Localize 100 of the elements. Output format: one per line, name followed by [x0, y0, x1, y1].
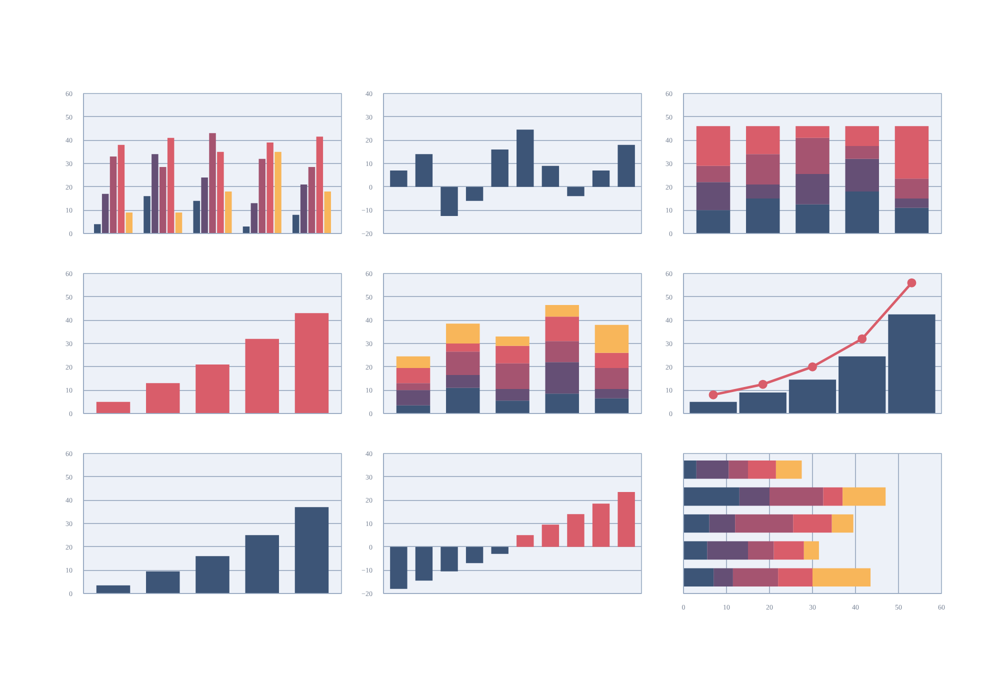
bar	[774, 541, 804, 560]
bar	[788, 380, 836, 414]
bar	[160, 167, 166, 234]
bar	[707, 541, 748, 560]
bar	[796, 174, 830, 204]
bar	[118, 144, 125, 234]
bar	[684, 514, 710, 533]
bar	[496, 346, 530, 364]
bar	[300, 184, 308, 234]
bar	[196, 364, 230, 414]
bar	[545, 394, 579, 414]
bar	[152, 154, 158, 234]
bar	[491, 546, 508, 554]
bar	[446, 324, 480, 344]
bar	[684, 460, 696, 479]
bar	[446, 388, 480, 414]
point	[708, 390, 718, 400]
bar	[709, 514, 736, 533]
point	[858, 334, 867, 344]
bar	[446, 352, 480, 375]
bar	[804, 541, 819, 560]
bar	[308, 167, 316, 234]
bar	[96, 585, 130, 594]
bar	[516, 535, 534, 547]
bar	[567, 186, 584, 196]
bar	[396, 390, 430, 406]
bar	[250, 203, 258, 234]
bar	[496, 400, 530, 414]
bar	[594, 324, 629, 353]
point	[808, 362, 817, 372]
bar	[110, 156, 117, 234]
bar	[748, 460, 776, 479]
bar	[812, 568, 871, 586]
bar	[735, 514, 794, 533]
bar	[440, 186, 458, 216]
bar	[415, 154, 433, 187]
bar	[746, 154, 780, 184]
point	[907, 278, 916, 288]
bar	[496, 336, 530, 346]
bar	[696, 166, 730, 182]
bar	[832, 514, 854, 533]
bar	[390, 546, 408, 589]
bar	[316, 136, 324, 234]
bar	[466, 546, 484, 564]
bar	[146, 383, 180, 414]
bar	[894, 198, 929, 208]
bar	[245, 338, 279, 414]
bar	[545, 305, 579, 317]
bar	[390, 170, 408, 187]
bar	[894, 208, 929, 234]
bar	[96, 402, 130, 414]
bar	[746, 198, 780, 234]
bar	[396, 368, 430, 384]
bar	[823, 487, 843, 506]
bar	[396, 405, 430, 414]
bar	[796, 126, 830, 138]
bar	[845, 158, 879, 192]
bar	[440, 546, 458, 572]
bar	[545, 362, 579, 394]
bar	[684, 541, 708, 560]
bar	[446, 344, 480, 352]
bar	[196, 556, 230, 594]
bar	[739, 487, 770, 506]
bar	[209, 133, 216, 234]
bar	[748, 541, 774, 560]
bar	[845, 126, 879, 146]
bar	[545, 341, 579, 362]
bar	[684, 568, 714, 586]
point	[758, 380, 768, 389]
bar	[796, 204, 830, 234]
bar	[193, 200, 200, 234]
bar	[542, 166, 560, 187]
bar	[838, 356, 886, 414]
bar	[894, 126, 929, 179]
bar	[496, 363, 530, 389]
bar	[594, 368, 629, 389]
bar	[146, 571, 180, 594]
bar	[415, 546, 433, 581]
bar	[770, 487, 824, 506]
bar	[396, 356, 430, 368]
bar	[845, 146, 879, 159]
bar	[594, 389, 629, 398]
bar	[94, 224, 101, 234]
bar	[274, 152, 282, 234]
bar	[258, 158, 266, 234]
bar	[888, 314, 936, 414]
bar	[396, 383, 430, 390]
bar	[545, 316, 579, 342]
bar	[245, 535, 279, 594]
bar	[167, 138, 174, 234]
bar	[739, 392, 786, 414]
bar	[618, 144, 635, 187]
bar	[466, 186, 484, 201]
bar	[542, 524, 560, 547]
bar	[175, 212, 182, 234]
bar	[746, 126, 780, 154]
bar	[690, 402, 737, 414]
bar	[845, 192, 879, 234]
bar	[446, 375, 480, 388]
bar	[496, 389, 530, 401]
